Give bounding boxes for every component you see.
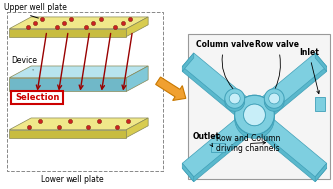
Polygon shape bbox=[182, 58, 327, 182]
Polygon shape bbox=[182, 53, 327, 177]
Circle shape bbox=[225, 89, 245, 108]
Polygon shape bbox=[9, 78, 126, 91]
Circle shape bbox=[225, 92, 245, 111]
Bar bbox=[11, 91, 63, 104]
Polygon shape bbox=[182, 58, 327, 182]
Circle shape bbox=[243, 104, 265, 126]
Polygon shape bbox=[315, 163, 327, 182]
Text: Row and Column
driving channels: Row and Column driving channels bbox=[215, 134, 280, 153]
Polygon shape bbox=[315, 97, 325, 111]
Circle shape bbox=[269, 93, 280, 104]
Circle shape bbox=[264, 92, 284, 111]
Polygon shape bbox=[182, 163, 194, 182]
Circle shape bbox=[243, 104, 265, 126]
Polygon shape bbox=[9, 17, 148, 29]
Polygon shape bbox=[9, 118, 148, 130]
Polygon shape bbox=[126, 118, 148, 138]
Bar bbox=[188, 34, 330, 179]
Text: Row valve: Row valve bbox=[255, 40, 299, 88]
Polygon shape bbox=[9, 66, 148, 78]
Circle shape bbox=[235, 99, 274, 139]
Text: Column valve: Column valve bbox=[196, 40, 254, 89]
FancyArrow shape bbox=[156, 77, 186, 101]
Polygon shape bbox=[211, 143, 225, 152]
Polygon shape bbox=[9, 29, 126, 36]
Text: Device: Device bbox=[11, 56, 37, 70]
Polygon shape bbox=[9, 130, 126, 138]
Polygon shape bbox=[126, 66, 148, 91]
Text: Inlet: Inlet bbox=[299, 48, 320, 94]
Circle shape bbox=[229, 93, 240, 104]
Polygon shape bbox=[182, 53, 194, 71]
Text: Upper well plate: Upper well plate bbox=[4, 3, 67, 18]
Polygon shape bbox=[315, 53, 327, 71]
Circle shape bbox=[264, 89, 284, 108]
Text: Selection: Selection bbox=[15, 93, 59, 102]
Text: Lower well plate: Lower well plate bbox=[42, 175, 104, 184]
Polygon shape bbox=[126, 17, 148, 36]
Circle shape bbox=[235, 95, 274, 135]
Polygon shape bbox=[182, 53, 327, 177]
Text: Outlet: Outlet bbox=[193, 132, 220, 147]
Circle shape bbox=[235, 95, 274, 135]
